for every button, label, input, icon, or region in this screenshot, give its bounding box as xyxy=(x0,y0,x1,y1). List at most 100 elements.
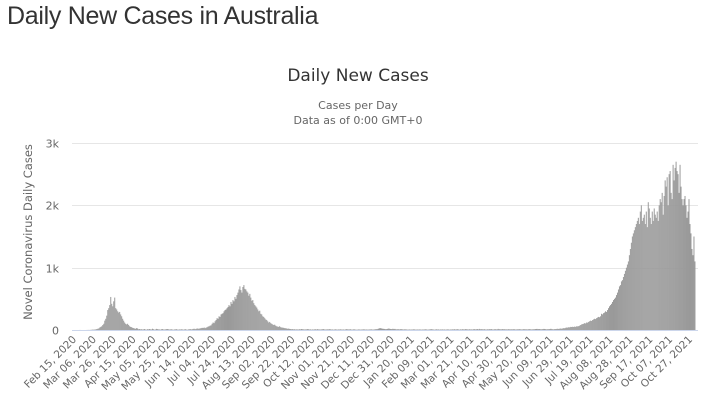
bar xyxy=(641,220,643,330)
bar xyxy=(595,319,597,330)
bar xyxy=(617,289,619,330)
bar xyxy=(450,329,452,330)
bar xyxy=(233,301,235,330)
bar xyxy=(524,329,526,330)
bar xyxy=(446,329,448,330)
bar xyxy=(455,329,457,330)
bar xyxy=(585,323,587,330)
bar xyxy=(346,329,348,330)
bar xyxy=(111,303,113,330)
bar xyxy=(458,329,459,330)
bar xyxy=(621,280,623,330)
bar xyxy=(229,306,231,330)
bar xyxy=(244,288,246,330)
bar xyxy=(546,329,548,330)
bar xyxy=(104,320,106,330)
bar xyxy=(614,297,616,330)
bar xyxy=(189,329,191,330)
bar xyxy=(236,295,238,330)
bar xyxy=(362,329,364,330)
bar xyxy=(560,328,562,330)
bar xyxy=(198,328,200,330)
bar xyxy=(586,322,588,330)
bar xyxy=(191,329,193,330)
bar xyxy=(285,328,287,330)
bar xyxy=(460,329,462,330)
bar xyxy=(466,329,468,330)
bar xyxy=(494,329,496,330)
bar xyxy=(570,326,572,330)
bar xyxy=(520,329,522,330)
bar xyxy=(597,317,599,330)
bar xyxy=(652,220,654,330)
bar xyxy=(139,329,141,330)
bar xyxy=(258,311,260,330)
bar xyxy=(404,329,406,330)
bar xyxy=(431,329,433,330)
bar xyxy=(306,329,308,330)
bar xyxy=(171,329,173,330)
bar xyxy=(239,286,241,330)
bar xyxy=(374,329,376,330)
bar xyxy=(640,205,642,330)
bar xyxy=(378,328,380,330)
bar xyxy=(376,329,378,330)
bar xyxy=(653,208,655,330)
bar xyxy=(396,329,398,330)
bar xyxy=(321,329,323,330)
bar xyxy=(206,327,208,330)
bar xyxy=(567,327,569,330)
bar xyxy=(462,329,464,330)
y-tick-label: 2k xyxy=(46,200,60,213)
bar xyxy=(469,329,471,330)
bar xyxy=(664,180,666,330)
bar xyxy=(509,329,511,330)
bar xyxy=(270,323,272,330)
bar xyxy=(531,329,533,330)
bar xyxy=(608,308,610,330)
bar xyxy=(245,289,247,330)
bar xyxy=(293,329,295,330)
bar xyxy=(365,329,367,330)
bar xyxy=(279,326,281,330)
bar xyxy=(190,329,192,330)
bar xyxy=(120,314,122,330)
bar xyxy=(311,329,313,330)
bar xyxy=(382,328,384,330)
bar xyxy=(684,195,686,330)
bar xyxy=(426,329,428,330)
bar xyxy=(136,328,138,330)
bar xyxy=(510,329,512,330)
bar xyxy=(97,328,99,330)
bar xyxy=(123,320,125,330)
bars xyxy=(79,161,696,330)
bar xyxy=(371,329,373,330)
bar xyxy=(635,224,637,330)
bar xyxy=(500,329,502,330)
bar xyxy=(132,327,134,330)
bar xyxy=(192,328,194,330)
bar xyxy=(483,329,485,330)
bar xyxy=(610,305,612,330)
bar xyxy=(481,329,483,330)
bar xyxy=(425,329,427,330)
bar xyxy=(246,291,248,330)
bar xyxy=(94,329,96,330)
bar xyxy=(572,326,574,330)
bar xyxy=(250,297,252,330)
bar xyxy=(241,292,243,330)
bar xyxy=(184,329,186,330)
bar xyxy=(463,329,465,330)
bar xyxy=(275,325,277,330)
bar xyxy=(470,329,472,330)
bar xyxy=(568,327,570,330)
bar xyxy=(169,329,171,330)
bar xyxy=(566,327,568,330)
bar xyxy=(694,261,696,330)
bar xyxy=(547,329,549,330)
bar xyxy=(149,329,150,330)
bar xyxy=(281,327,283,330)
bar xyxy=(436,329,438,330)
bar xyxy=(335,329,337,330)
